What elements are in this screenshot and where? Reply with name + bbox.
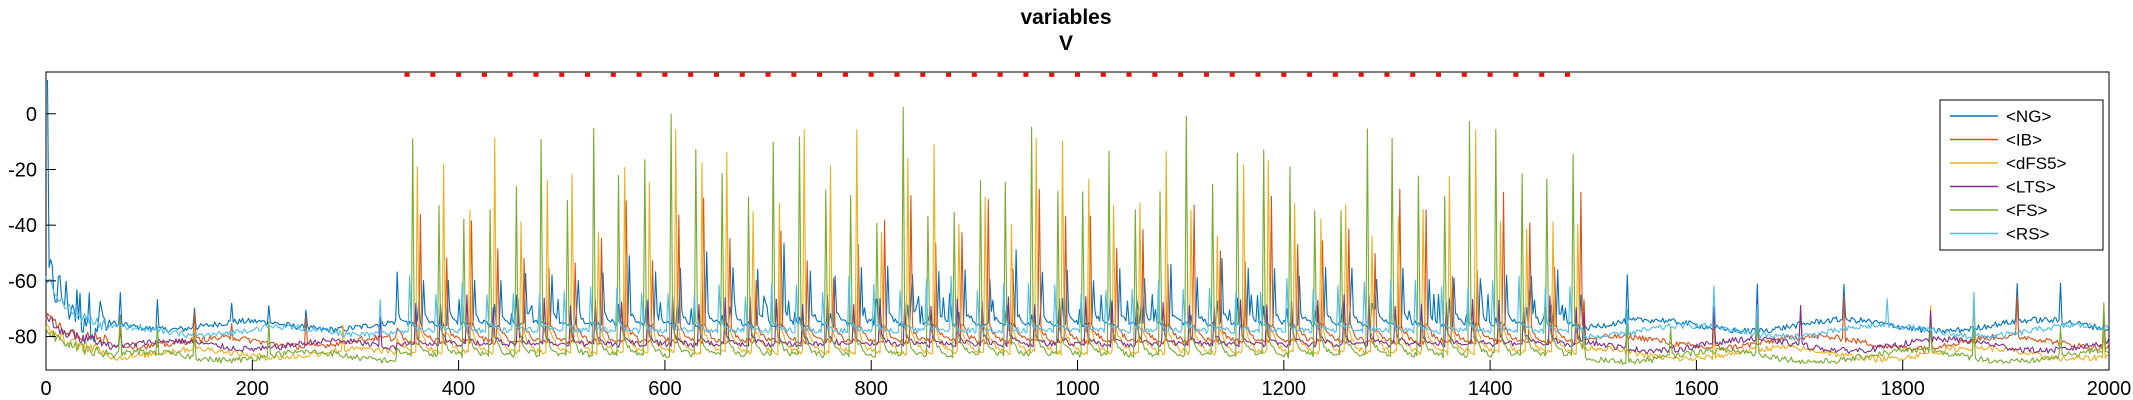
stimulus-marker [507, 72, 513, 77]
stimulus-marker [817, 72, 823, 77]
stimulus-marker [1410, 72, 1416, 77]
stimulus-marker [971, 72, 977, 77]
stimulus-marker [481, 72, 487, 77]
stimulus-marker [920, 72, 926, 77]
legend-label: <LTS> [2006, 178, 2056, 197]
stimulus-marker [1152, 72, 1158, 77]
stimulus-marker [739, 72, 745, 77]
stimulus-marker [1023, 72, 1029, 77]
x-tick-label: 1800 [1880, 378, 1925, 400]
stimulus-marker [894, 72, 900, 77]
stimulus-marker [842, 72, 848, 77]
series-line [45, 106, 2109, 366]
stimulus-marker [1436, 72, 1442, 77]
stimulus-marker [662, 72, 668, 77]
stimulus-marker [868, 72, 874, 77]
series-line [45, 188, 2109, 352]
y-tick-label: -20 [8, 159, 37, 181]
stimulus-marker [688, 72, 694, 77]
stimulus-marker [997, 72, 1003, 77]
series-line [45, 274, 2109, 341]
stimulus-markers [404, 72, 1570, 77]
legend-label: <FS> [2006, 201, 2048, 220]
legend-label: <dFS5> [2006, 154, 2067, 173]
y-tick-label: 0 [26, 104, 37, 126]
stimulus-marker [610, 72, 616, 77]
x-tick-label: 800 [855, 378, 888, 400]
stimulus-marker [1384, 72, 1390, 77]
x-tick-label: 0 [40, 378, 51, 400]
stimulus-marker [1358, 72, 1364, 77]
x-tick-label: 1400 [1468, 378, 1513, 400]
x-tick-label: 1000 [1055, 378, 1100, 400]
stimulus-marker [1513, 72, 1519, 77]
y-axis: 0 -20 -40 -60 -80 [8, 104, 56, 349]
stimulus-marker [1461, 72, 1467, 77]
x-tick-label: 600 [648, 378, 681, 400]
x-tick-label: 1600 [1674, 378, 1719, 400]
series-layer [45, 79, 2110, 366]
series-line [45, 128, 2109, 363]
x-axis: 0 200 400 600 800 1000 1200 1400 1600 1800 2000 [40, 360, 2131, 400]
stimulus-marker [1178, 72, 1184, 77]
x-tick-label: 2000 [2087, 378, 2132, 400]
stimulus-marker [533, 72, 539, 77]
stimulus-marker [1255, 72, 1261, 77]
stimulus-marker [1487, 72, 1493, 77]
stimulus-marker [636, 72, 642, 77]
stimulus-marker [1539, 72, 1545, 77]
stimulus-marker [430, 72, 436, 77]
stimulus-marker [559, 72, 565, 77]
y-tick-label: -80 [8, 327, 37, 349]
stimulus-marker [1281, 72, 1287, 77]
legend-label: <NG> [2006, 107, 2051, 126]
chart-subtitle: V [1059, 32, 1073, 55]
stimulus-marker [1126, 72, 1132, 77]
series-line [46, 79, 2109, 343]
stimulus-marker [1564, 72, 1570, 77]
x-tick-label: 200 [236, 378, 269, 400]
stimulus-marker [1332, 72, 1338, 77]
stimulus-marker [404, 72, 410, 77]
x-tick-label: 1200 [1262, 378, 1307, 400]
stimulus-marker [1100, 72, 1106, 77]
stimulus-marker [946, 72, 952, 77]
stimulus-marker [1229, 72, 1235, 77]
stimulus-marker [713, 72, 719, 77]
legend-items: <NG> <IB> <dFS5> <LTS> <FS> <RS> [1950, 107, 2067, 244]
y-tick-label: -40 [8, 215, 37, 237]
y-tick-label: -60 [8, 271, 37, 293]
chart-title: variables [1020, 6, 1111, 29]
x-tick-label: 400 [442, 378, 475, 400]
legend-label: <RS> [2006, 225, 2050, 244]
stimulus-marker [765, 72, 771, 77]
legend-label: <IB> [2006, 131, 2042, 150]
legend-box [1939, 99, 2104, 251]
stimulus-marker [791, 72, 797, 77]
series-line [45, 294, 2110, 355]
stimulus-marker [456, 72, 462, 77]
stimulus-marker [1075, 72, 1080, 77]
stimulus-marker [1307, 72, 1313, 77]
plot-area: 0 200 400 600 800 1000 1200 1400 1600 1800 2000 0 -… [8, 71, 2131, 400]
legend: <NG> <IB> <dFS5> <LTS> <FS> <RS> [1939, 99, 2104, 251]
stimulus-marker [1203, 72, 1209, 77]
stimulus-marker [1049, 72, 1055, 77]
stimulus-marker [585, 72, 591, 77]
